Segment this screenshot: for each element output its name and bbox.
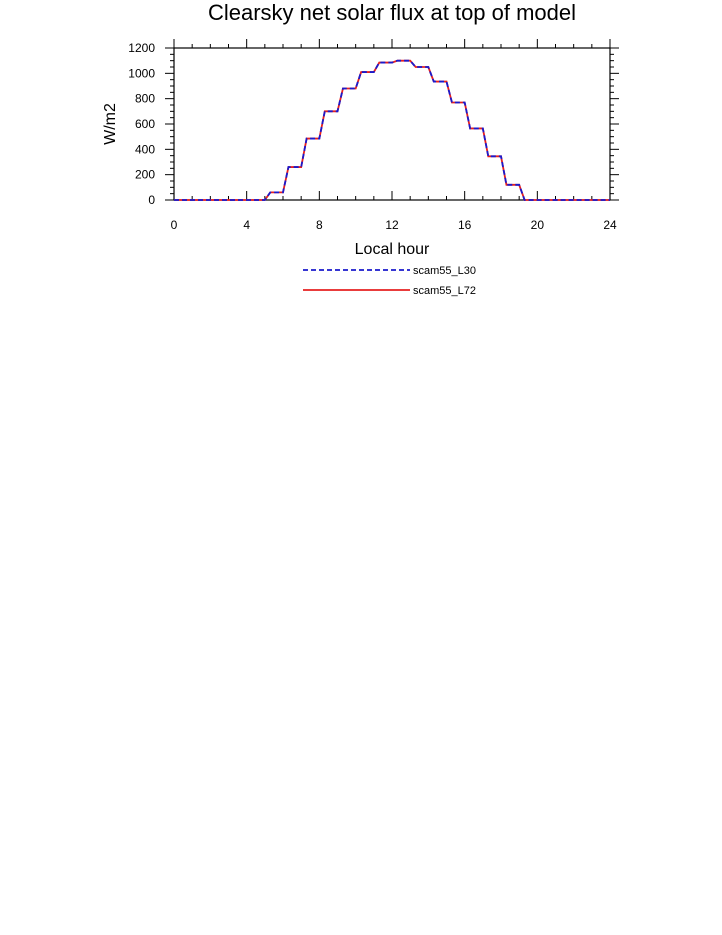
x-tick-label: 20 [531,218,545,232]
x-tick-label: 24 [603,218,617,232]
x-axis-label: Local hour [355,241,430,258]
x-tick-label: 12 [385,218,399,232]
y-tick-label: 800 [135,92,155,106]
x-tick-label: 8 [316,218,323,232]
y-tick-label: 1000 [128,66,155,80]
y-tick-label: 400 [135,142,155,156]
series-lines [174,59,610,201]
axis-ticks [165,39,619,201]
y-tick-label: 0 [148,193,155,207]
y-tick-label: 600 [135,117,155,131]
y-tick-label: 1200 [128,41,155,55]
x-tick-label: 4 [243,218,250,232]
chart-title: Clearsky net solar flux at top of model [208,0,576,25]
x-tick-label: 0 [171,218,178,232]
legend-label: scam55_L72 [413,285,476,297]
y-tick-label: 200 [135,168,155,182]
plot-frame [173,47,611,201]
legend: scam55_L30 scam55_L72 [303,265,476,297]
axis-tick-labels: 0 4 8 12 16 20 24 0 200 400 600 800 1000 1200 [128,41,617,232]
legend-label: scam55_L30 [413,265,476,277]
series-line-scam55_L72 [174,59,610,201]
y-axis-label: W/m2 [102,103,119,145]
series-line-scam55_L30 [174,59,610,201]
x-tick-label: 16 [458,218,472,232]
